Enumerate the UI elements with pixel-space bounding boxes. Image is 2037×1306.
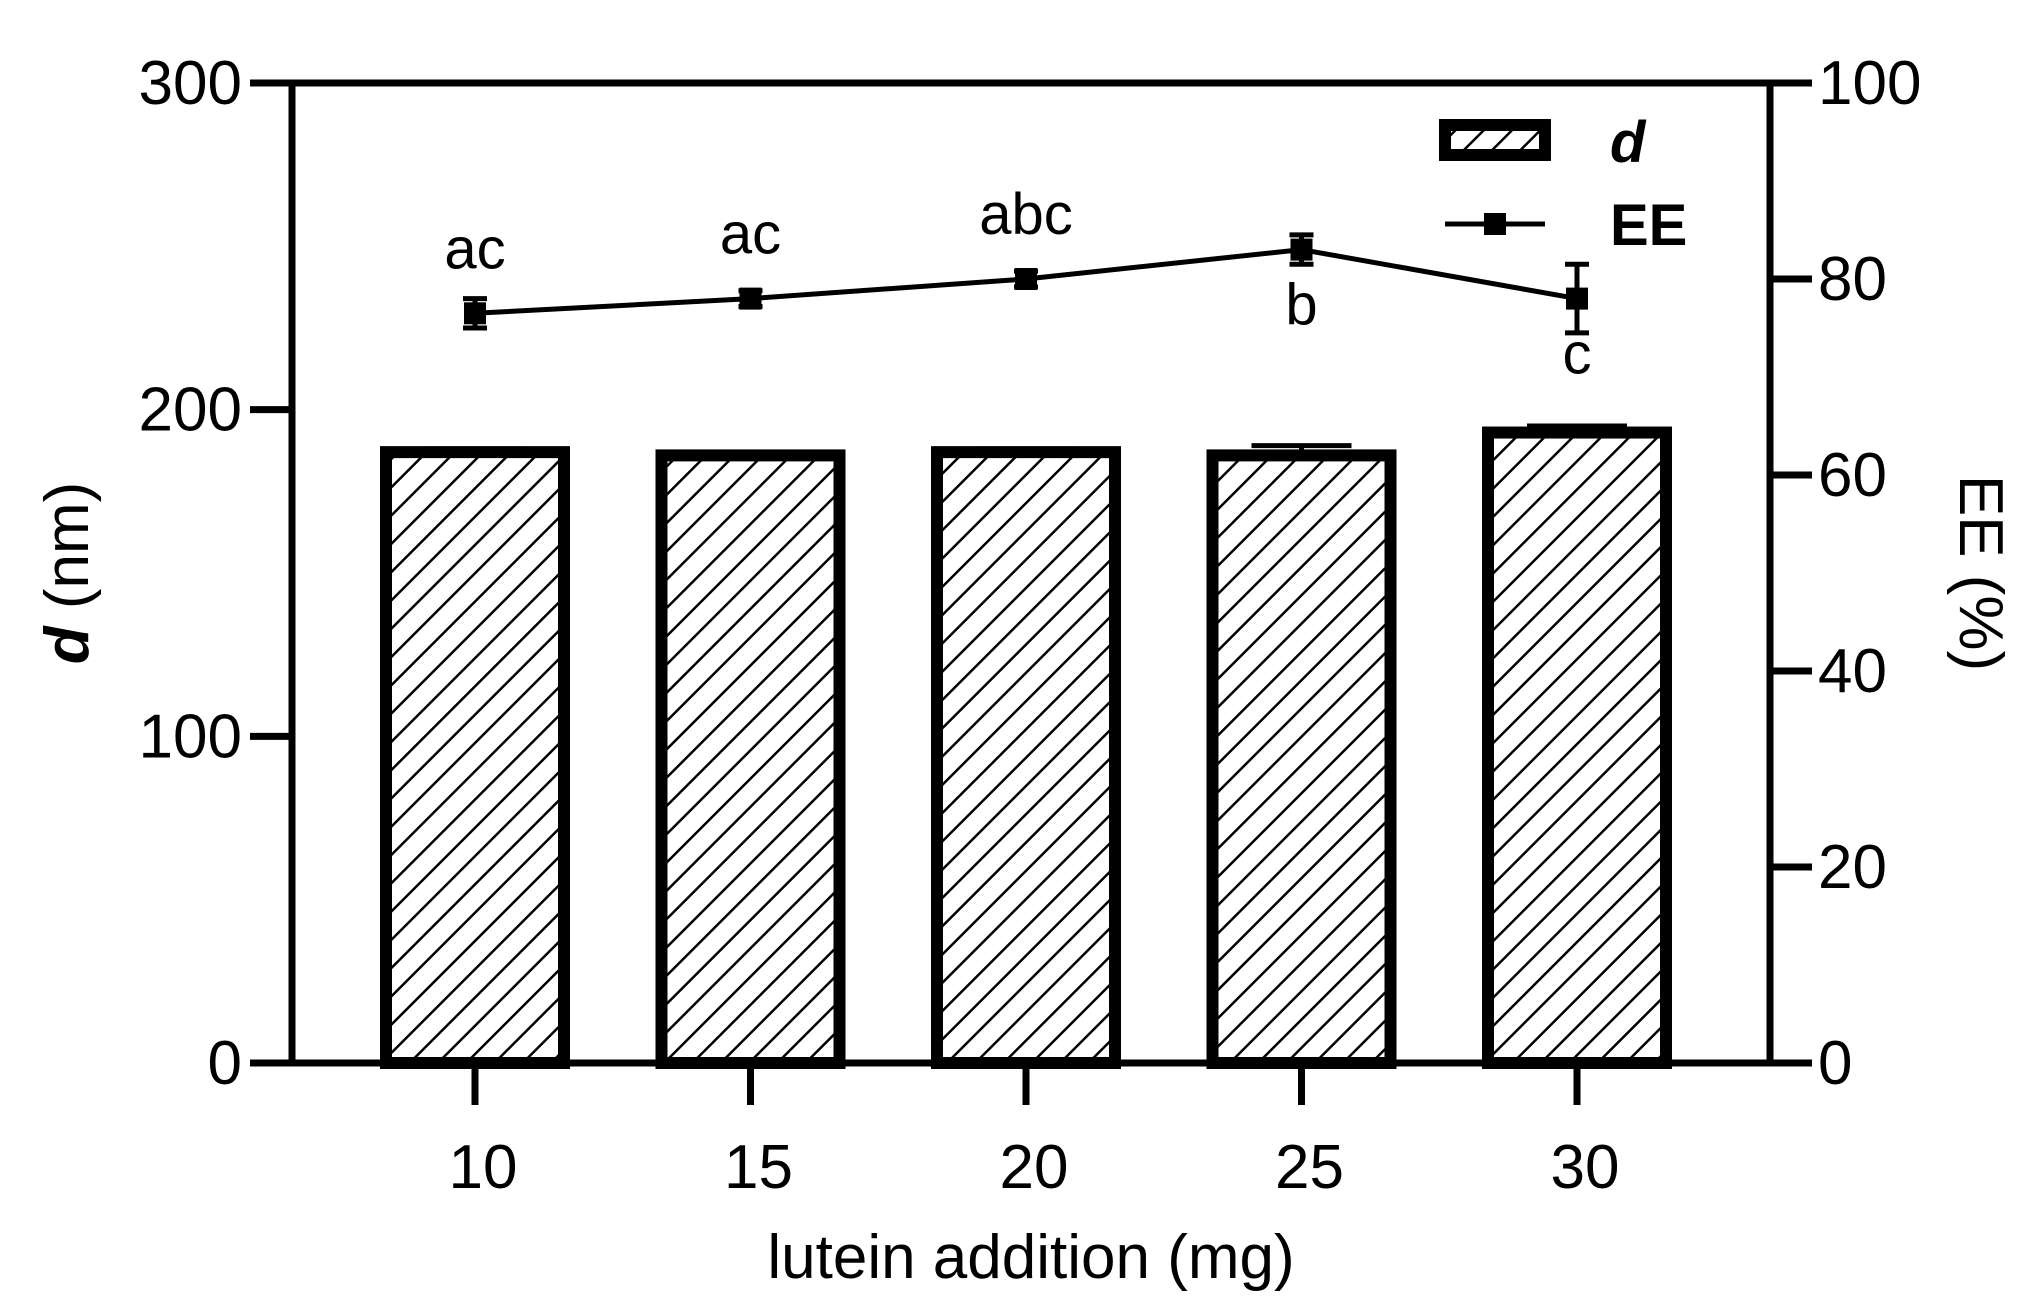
x-tick-label: 20 (1000, 1133, 1069, 1202)
point-ee-marker (1015, 268, 1037, 290)
point-ee-marker (1566, 287, 1588, 310)
x-tick-label: 25 (1275, 1133, 1344, 1202)
y-left-axis-title-unit: (nm) (33, 482, 102, 627)
legend-swatch-d (1439, 119, 1551, 161)
legend-label-ee: EE (1610, 193, 1687, 258)
y-left-axis-title: d (nm) (33, 482, 102, 665)
significance-label: c (1563, 322, 1592, 387)
y-right-tick-label: 20 (1818, 833, 1887, 902)
y-left-tick-label: 100 (139, 702, 242, 771)
x-tick-label: 15 (724, 1133, 793, 1202)
bar-d (380, 446, 570, 1069)
point-ee-marker (1290, 238, 1313, 261)
x-axis-title: lutein addition (mg) (767, 1223, 1294, 1292)
significance-label: abc (979, 182, 1073, 247)
legend-label-d: d (1610, 110, 1647, 175)
significance-label: b (1285, 273, 1317, 338)
y-left-tick-label: 0 (208, 1029, 242, 1098)
bar-d (1482, 426, 1672, 1069)
x-tick-label: 30 (1551, 1133, 1620, 1202)
bar-d (655, 449, 846, 1069)
bar-d (1206, 449, 1397, 1069)
y-right-tick-label: 40 (1818, 637, 1887, 706)
point-ee-marker (464, 302, 486, 325)
y-right-tick-label: 80 (1818, 245, 1887, 314)
significance-label: ac (720, 202, 781, 267)
y-left-tick-label: 200 (139, 376, 242, 445)
legend-marker-ee (1484, 213, 1506, 235)
y-right-tick-label: 0 (1818, 1029, 1852, 1098)
bar-d (931, 446, 1121, 1069)
y-right-axis-title: EE (%) (1946, 475, 2015, 671)
y-right-tick-label: 100 (1818, 49, 1921, 118)
x-tick-label: 10 (449, 1133, 518, 1202)
point-ee-marker (739, 287, 762, 310)
significance-label: ac (444, 216, 505, 281)
y-left-axis-title-symbol: d (33, 625, 102, 664)
y-left-tick-label: 300 (139, 49, 242, 118)
y-right-tick-label: 60 (1818, 441, 1887, 510)
